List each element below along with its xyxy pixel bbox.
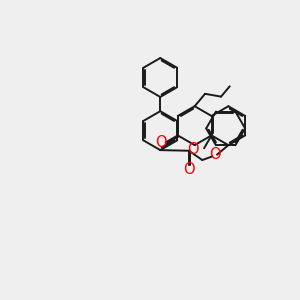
Text: O: O <box>188 142 199 158</box>
Text: O: O <box>183 162 195 177</box>
Text: O: O <box>209 147 221 162</box>
Text: O: O <box>156 136 167 151</box>
